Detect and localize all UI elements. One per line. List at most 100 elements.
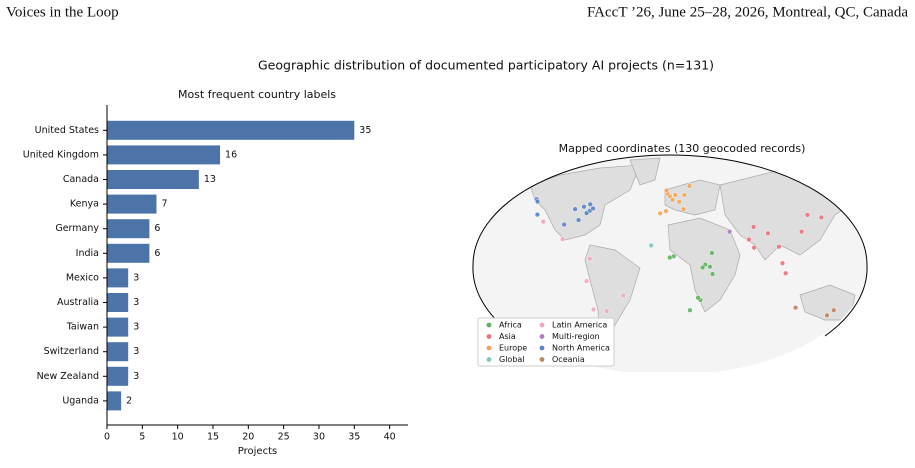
map-point [783,270,789,276]
legend-label: Asia [499,332,516,341]
map-point [663,187,670,194]
map-point [676,199,682,205]
map-point [534,211,541,218]
running-head-right: FAccT ’26, June 25–28, 2026, Montreal, Q… [587,4,908,20]
y-tick-label: Kenya [70,199,99,210]
map-point [575,217,582,223]
map-point [818,214,824,221]
bar [107,342,129,362]
legend-marker [539,345,545,351]
legend-label: Latin America [552,321,607,330]
x-tick-label: 30 [313,432,325,443]
map-point [561,221,567,228]
x-tick-label: 5 [139,432,145,443]
map-point [572,206,578,212]
map-point [604,308,610,314]
y-tick-label: United States [35,125,99,136]
map-point [587,201,593,207]
legend-marker [539,357,545,362]
y-tick-label: Australia [57,297,99,308]
y-tick-label: Switzerland [44,346,99,357]
bar [107,243,150,263]
map-point [687,307,693,313]
bar [107,170,199,189]
map-points [533,183,863,323]
y-tick-label: Uganda [62,395,99,406]
map-point [672,192,678,198]
value-label: 2 [126,395,132,406]
bar [107,120,355,140]
map-point [667,254,673,261]
map-point [804,212,811,218]
value-label: 3 [133,322,139,333]
map-point [648,242,654,249]
map-point [856,317,863,323]
x-tick-label: 0 [104,432,110,443]
y-tick-label: New Zealand [37,371,99,382]
legend-marker [486,334,492,339]
map-point [590,205,596,212]
figure-title: Geographic distribution of documented pa… [258,58,714,73]
map-point [765,230,771,236]
bar [107,268,129,288]
legend-marker [539,322,545,328]
map-point [587,256,593,262]
map-point [686,183,693,189]
map-point [583,278,590,284]
bar [107,317,129,337]
map-point [559,236,566,242]
legend-label: Multi-region [552,332,600,341]
value-label: 3 [133,346,139,357]
map-point [726,229,733,235]
y-tick-label: Mexico [66,272,99,283]
legend-marker [486,322,492,328]
map-point [746,236,752,243]
map-point [590,306,597,313]
x-tick-label: 25 [278,432,290,443]
map-point [583,210,590,216]
y-tick-label: India [76,248,99,259]
value-label: 16 [225,149,237,160]
y-tick-label: United Kingdom [23,149,99,160]
x-tick-label: 35 [348,432,360,443]
y-tick-label: Canada [63,174,99,185]
legend-box [477,317,615,367]
map-point [681,192,688,198]
map-point [831,307,837,313]
bar [107,194,157,214]
legend-label: Oceania [552,355,585,364]
chart-title: Most frequent country labels [178,88,336,101]
map-point [581,204,587,210]
x-tick-label: 15 [207,432,219,443]
legend-marker [486,357,492,362]
chart-title: Mapped coordinates (130 geocoded records… [559,142,806,155]
y-tick-label: Taiwan [66,322,99,333]
map-point [680,206,687,212]
map-point [792,305,799,311]
legend-label: North America [552,344,610,353]
map-point [824,312,830,319]
x-tick-label: 10 [172,432,184,443]
value-label: 13 [204,174,216,185]
bar [107,366,129,386]
map-point [856,311,863,317]
map-point [663,208,669,214]
value-label: 6 [154,223,160,234]
map-point [707,264,713,270]
legend-label: Global [499,355,525,364]
value-label: 35 [359,125,371,136]
bar [107,219,150,239]
map-point [776,244,782,250]
map-point [534,198,541,205]
map-point [751,245,757,251]
map-point [669,197,676,203]
legend-label: Europe [499,344,527,353]
map-point [750,224,757,230]
map-point [709,271,716,277]
x-axis-label: Projects [238,446,277,457]
value-label: 6 [154,248,160,259]
map-point [620,292,626,299]
y-tick-label: Germany [55,223,99,234]
map-point [699,264,706,271]
